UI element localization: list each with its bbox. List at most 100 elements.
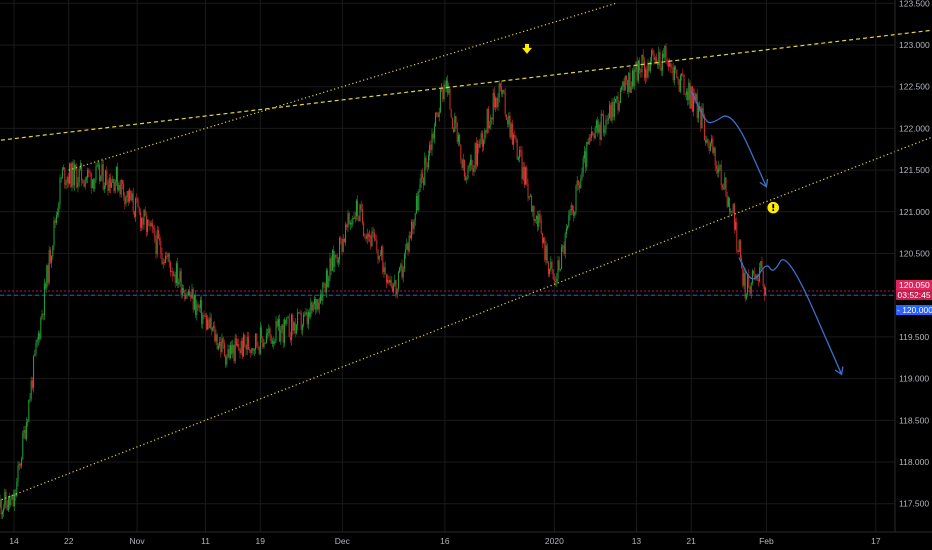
candle-body [174,274,176,283]
candle-body [88,170,90,173]
candle-body [479,139,481,148]
candle-body [199,300,201,309]
candle-body [448,88,450,93]
candle-body [425,157,427,165]
candle-body [280,329,282,342]
candle-body [77,182,79,188]
candle-body [627,80,629,92]
candle-body [187,290,189,296]
candle-body [495,97,497,108]
candle-body [562,245,564,247]
candle-body [120,179,122,195]
candle-body [507,120,509,125]
candle-body [12,494,14,507]
candle-body [256,333,258,346]
candle-body [444,84,446,89]
candle-body [321,294,323,301]
candle-body [594,127,596,138]
drawings[interactable] [0,0,932,516]
candle-body [100,175,102,181]
candle-body [597,120,599,133]
candle-body [409,235,411,239]
projection-path-1[interactable] [690,90,767,188]
candle-body [257,345,259,347]
candle-body [273,341,275,345]
candle-body [727,197,729,207]
candle-body [592,131,594,136]
candle-body [489,125,491,128]
candle-body [739,240,741,259]
candle-body [622,81,624,87]
candle-body [688,82,690,100]
candle-body [323,282,325,284]
price-badges: 120.050 03:52:45 - 120.000 [896,280,932,315]
candle-body [249,349,251,351]
candle-body [497,97,499,108]
y-tick-label: 122.500 [899,82,930,92]
candle-body [59,178,61,204]
x-tick-label: 17 [871,536,881,546]
candle-body [72,162,74,186]
x-tick-label: 21 [686,536,696,546]
candle-body [73,164,75,186]
y-tick-label: 119.500 [899,332,929,342]
candle-body [420,173,422,184]
candle-body [156,230,158,254]
candle-body [357,200,359,217]
candle-body [526,167,528,185]
candle-body [588,137,590,145]
candle-body [181,287,183,295]
candle-body [460,144,462,160]
candle-body [319,294,321,303]
candle-body [585,151,587,168]
trendline-1[interactable] [68,2,617,171]
candle-body [342,238,344,252]
candle-body [378,255,380,260]
arrow-down-icon[interactable] [522,43,532,54]
candle-body [761,261,763,271]
candle-body [546,245,548,263]
candle-body [294,322,296,334]
candle-body [744,272,746,299]
candle-body [329,258,331,278]
candle-body [227,349,229,357]
candle-body [610,104,612,121]
candle-body [447,80,449,93]
candle-body [191,289,193,299]
candle-body [535,215,537,220]
candle-body [349,222,351,225]
candle-body [682,73,684,75]
candle-body [172,271,174,276]
candle-body [312,304,314,311]
candle-body [21,458,23,466]
candle-body [382,246,384,273]
candle-body [355,200,357,217]
candle-body [135,198,137,217]
candle-body [435,112,437,127]
candle-body [366,234,368,240]
candle-body [456,122,458,142]
candle-body [133,211,135,217]
candle-body [325,270,327,293]
candle-body [216,334,218,349]
candle-body [358,216,360,222]
y-tick-label: 121.000 [899,207,930,217]
x-tick-label: 13 [632,536,642,546]
candle-body [520,149,522,152]
candle-body [221,338,223,352]
candle-body [415,195,417,214]
candle-body [340,237,342,239]
candle-body [648,63,650,72]
projection-path-2[interactable] [738,257,843,375]
candle-body [653,53,655,60]
candle-body [35,342,37,354]
candle-body [736,222,738,252]
candle-body [628,72,630,92]
candle-body [731,211,733,213]
candle-body [277,319,279,327]
trendline-2[interactable] [0,17,932,145]
candle-body [510,123,512,138]
candle-body [421,173,423,178]
candle-body [251,348,253,353]
